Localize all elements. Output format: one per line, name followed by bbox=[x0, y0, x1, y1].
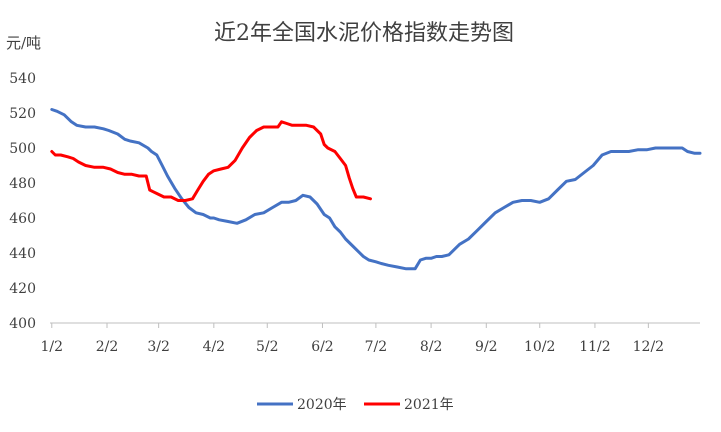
y-axis-unit-label: 元/吨 bbox=[6, 34, 41, 52]
chart-title: 近2年全国水泥价格指数走势图 bbox=[214, 21, 514, 46]
x-tick-label: 11/2 bbox=[579, 339, 610, 355]
x-tick-label: 2/2 bbox=[96, 339, 119, 355]
x-tick-label: 6/2 bbox=[311, 339, 334, 355]
x-tick-label: 1/2 bbox=[41, 339, 64, 355]
x-tick-label: 5/2 bbox=[256, 339, 279, 355]
y-tick-label: 440 bbox=[9, 246, 36, 262]
x-tick-label: 7/2 bbox=[365, 339, 388, 355]
legend-label-1: 2020年 bbox=[297, 397, 347, 413]
x-tick-label: 12/2 bbox=[633, 339, 664, 355]
y-tick-label: 460 bbox=[9, 211, 36, 227]
y-tick-label: 420 bbox=[9, 281, 36, 297]
x-tick-label: 4/2 bbox=[203, 339, 226, 355]
x-tick-label: 8/2 bbox=[420, 339, 443, 355]
y-tick-label: 480 bbox=[9, 176, 36, 192]
series-line-2 bbox=[50, 120, 372, 202]
x-tick-label: 10/2 bbox=[524, 339, 555, 355]
y-tick-label: 520 bbox=[9, 106, 36, 122]
series-group bbox=[50, 108, 702, 271]
series-line-1 bbox=[50, 108, 702, 271]
x-tick-label: 3/2 bbox=[147, 339, 170, 355]
y-tick-label: 400 bbox=[9, 316, 36, 332]
x-axis-ticks: 1/2 2/2 3/2 4/2 5/2 6/2 7/2 8/2 9/2 10/2 11/2 12/2 bbox=[41, 323, 664, 355]
y-axis-ticks: 400 420 440 460 480 500 520 540 bbox=[9, 71, 36, 332]
x-tick-label: 9/2 bbox=[475, 339, 498, 355]
legend-label-2: 2021年 bbox=[404, 397, 454, 413]
y-tick-label: 540 bbox=[9, 71, 36, 87]
legend: 2020年 2021年 bbox=[257, 397, 454, 413]
y-tick-label: 500 bbox=[9, 141, 36, 157]
